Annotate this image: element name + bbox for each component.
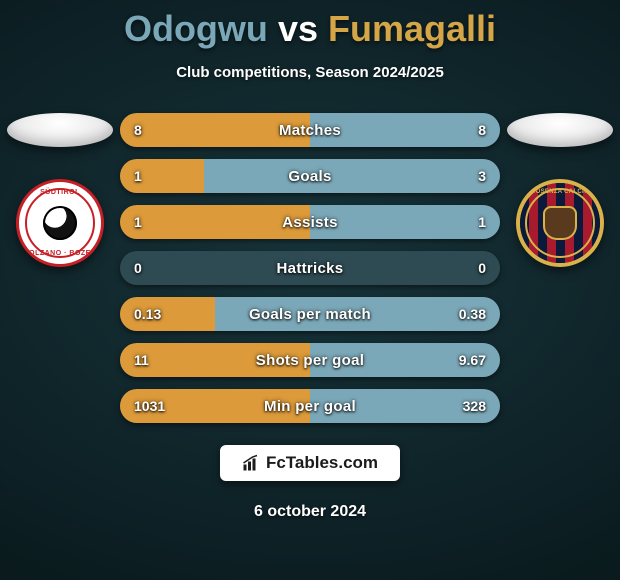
stat-label: Shots per goal bbox=[120, 343, 500, 377]
stat-label: Goals bbox=[120, 159, 500, 193]
badge-text-top: COSENZA CALCIO bbox=[531, 189, 589, 195]
wolf-icon bbox=[543, 206, 577, 240]
player1-photo-placeholder bbox=[7, 113, 113, 147]
stat-row: 119.67Shots per goal bbox=[120, 343, 500, 377]
body-row: SÜDTIROL BOLZANO · BOZEN 88Matches 13Goal… bbox=[0, 113, 620, 423]
watermark: FcTables.com bbox=[220, 445, 400, 481]
stat-row: 00Hattricks bbox=[120, 251, 500, 285]
left-side: SÜDTIROL BOLZANO · BOZEN bbox=[0, 113, 120, 267]
stat-row: 1031328Min per goal bbox=[120, 389, 500, 423]
badge-ring bbox=[25, 188, 95, 258]
club-badge-cosenza: COSENZA CALCIO bbox=[516, 179, 604, 267]
stat-label: Assists bbox=[120, 205, 500, 239]
stat-label: Min per goal bbox=[120, 389, 500, 423]
title-player2: Fumagalli bbox=[328, 8, 496, 49]
stat-row: 11Assists bbox=[120, 205, 500, 239]
bars-growth-icon bbox=[242, 454, 260, 472]
page-title: Odogwu vs Fumagalli bbox=[124, 8, 496, 50]
right-side: COSENZA CALCIO bbox=[500, 113, 620, 267]
stat-label: Goals per match bbox=[120, 297, 500, 331]
content-root: Odogwu vs Fumagalli Club competitions, S… bbox=[0, 0, 620, 580]
stat-label: Hattricks bbox=[120, 251, 500, 285]
stat-label: Matches bbox=[120, 113, 500, 147]
player2-photo-placeholder bbox=[507, 113, 613, 147]
title-vs: vs bbox=[278, 8, 318, 49]
stat-row: 0.130.38Goals per match bbox=[120, 297, 500, 331]
subtitle: Club competitions, Season 2024/2025 bbox=[176, 64, 444, 81]
stats-column: 88Matches 13Goals 11Assists 00Hattricks 0.13… bbox=[120, 113, 500, 423]
date-text: 6 october 2024 bbox=[254, 503, 366, 521]
stat-row: 88Matches bbox=[120, 113, 500, 147]
watermark-text: FcTables.com bbox=[266, 453, 378, 473]
badge-text-top: SÜDTIROL bbox=[40, 189, 80, 196]
club-badge-sudtirol: SÜDTIROL BOLZANO · BOZEN bbox=[16, 179, 104, 267]
stat-row: 13Goals bbox=[120, 159, 500, 193]
title-player1: Odogwu bbox=[124, 8, 268, 49]
badge-text-bottom: BOLZANO · BOZEN bbox=[24, 250, 97, 257]
